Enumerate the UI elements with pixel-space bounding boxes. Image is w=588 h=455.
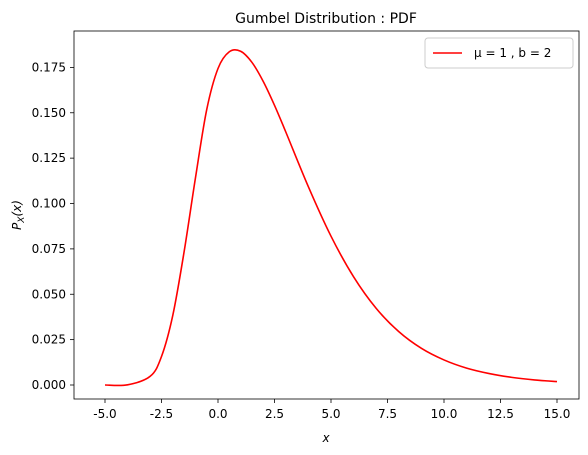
y-tick-label: 0.075 (32, 242, 66, 256)
y-tick-label: 0.050 (32, 287, 66, 301)
y-tick-label: 0.150 (32, 106, 66, 120)
x-tick-label: 0.0 (208, 407, 227, 421)
x-tick-label: 2.5 (265, 407, 284, 421)
legend: μ = 1 , b = 2 (424, 37, 574, 69)
pdf-series-line (104, 48, 558, 387)
y-tick-label: 0.100 (32, 197, 66, 211)
x-tick-label: 12.5 (487, 407, 514, 421)
x-tick-label: 15.0 (544, 407, 571, 421)
y-tick-label: 0.025 (32, 333, 66, 347)
plot-frame (73, 30, 580, 400)
y-tick-label: 0.125 (32, 151, 66, 165)
chart-title: Gumbel Distribution : PDF (235, 11, 417, 27)
y-axis-ticks: 0.000 0.025 0.050 0.075 0.100 0.125 0.150 0.175 (32, 60, 74, 392)
x-tick-label: 5.0 (321, 407, 340, 421)
x-tick-label: -5.0 (93, 407, 116, 421)
x-tick-label: 7.5 (378, 407, 397, 421)
y-tick-label: 0.175 (32, 60, 66, 74)
x-axis-ticks: -5.0 -2.5 0.0 2.5 5.0 7.5 10.0 12.5 15.0 (93, 399, 570, 421)
x-tick-label: 10.0 (431, 407, 458, 421)
y-tick-label: 0.000 (32, 378, 66, 392)
legend-box (424, 37, 574, 69)
legend-label: μ = 1 , b = 2 (474, 46, 551, 60)
x-axis-label: x (321, 431, 330, 445)
x-tick-label: -2.5 (150, 407, 173, 421)
y-axis-label: PX(x) (10, 200, 27, 230)
